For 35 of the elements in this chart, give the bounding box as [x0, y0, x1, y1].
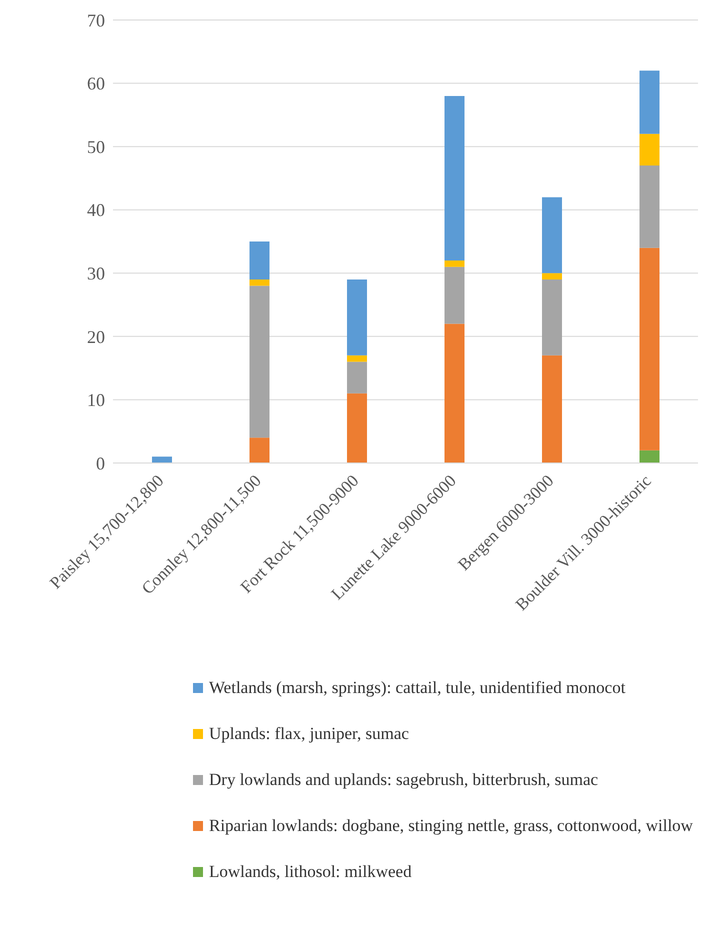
- bar: [542, 197, 562, 274]
- bar: [640, 166, 660, 248]
- bar: [542, 279, 562, 356]
- y-tick-label: 10: [87, 390, 105, 410]
- bar: [640, 450, 660, 463]
- bar: [347, 362, 367, 394]
- legend-label: Wetlands (marsh, springs): cattail, tule, unidentified monocot: [209, 678, 626, 698]
- bar: [347, 393, 367, 463]
- bar: [250, 438, 270, 463]
- legend-label: Riparian lowlands: dogbane, stinging nettle, grass, cottonwood, willow: [209, 816, 693, 836]
- bar: [542, 355, 562, 463]
- bar: [640, 134, 660, 166]
- y-tick-label: 0: [96, 453, 105, 474]
- bar: [347, 279, 367, 356]
- bar: [444, 260, 464, 267]
- y-tick-label: 40: [87, 200, 105, 220]
- bar: [444, 96, 464, 260]
- legend-label: Dry lowlands and uplands: sagebrush, bitterbrush, sumac: [209, 770, 598, 790]
- bar: [250, 279, 270, 286]
- y-tick-label: 60: [87, 74, 105, 94]
- bar: [542, 273, 562, 280]
- y-tick-label: 70: [87, 10, 105, 30]
- bar: [347, 355, 367, 362]
- bar: [250, 286, 270, 438]
- bar: [250, 242, 270, 280]
- legend-label: Uplands: flax, juniper, sumac: [209, 724, 409, 744]
- bar: [640, 70, 660, 134]
- y-tick-label: 30: [87, 264, 105, 284]
- bar: [152, 456, 172, 463]
- bar: [444, 324, 464, 463]
- legend-label: Lowlands, lithosol: milkweed: [209, 862, 412, 882]
- y-tick-label: 20: [87, 326, 105, 347]
- bar: [444, 266, 464, 324]
- bar: [640, 248, 660, 450]
- y-tick-label: 50: [87, 136, 105, 157]
